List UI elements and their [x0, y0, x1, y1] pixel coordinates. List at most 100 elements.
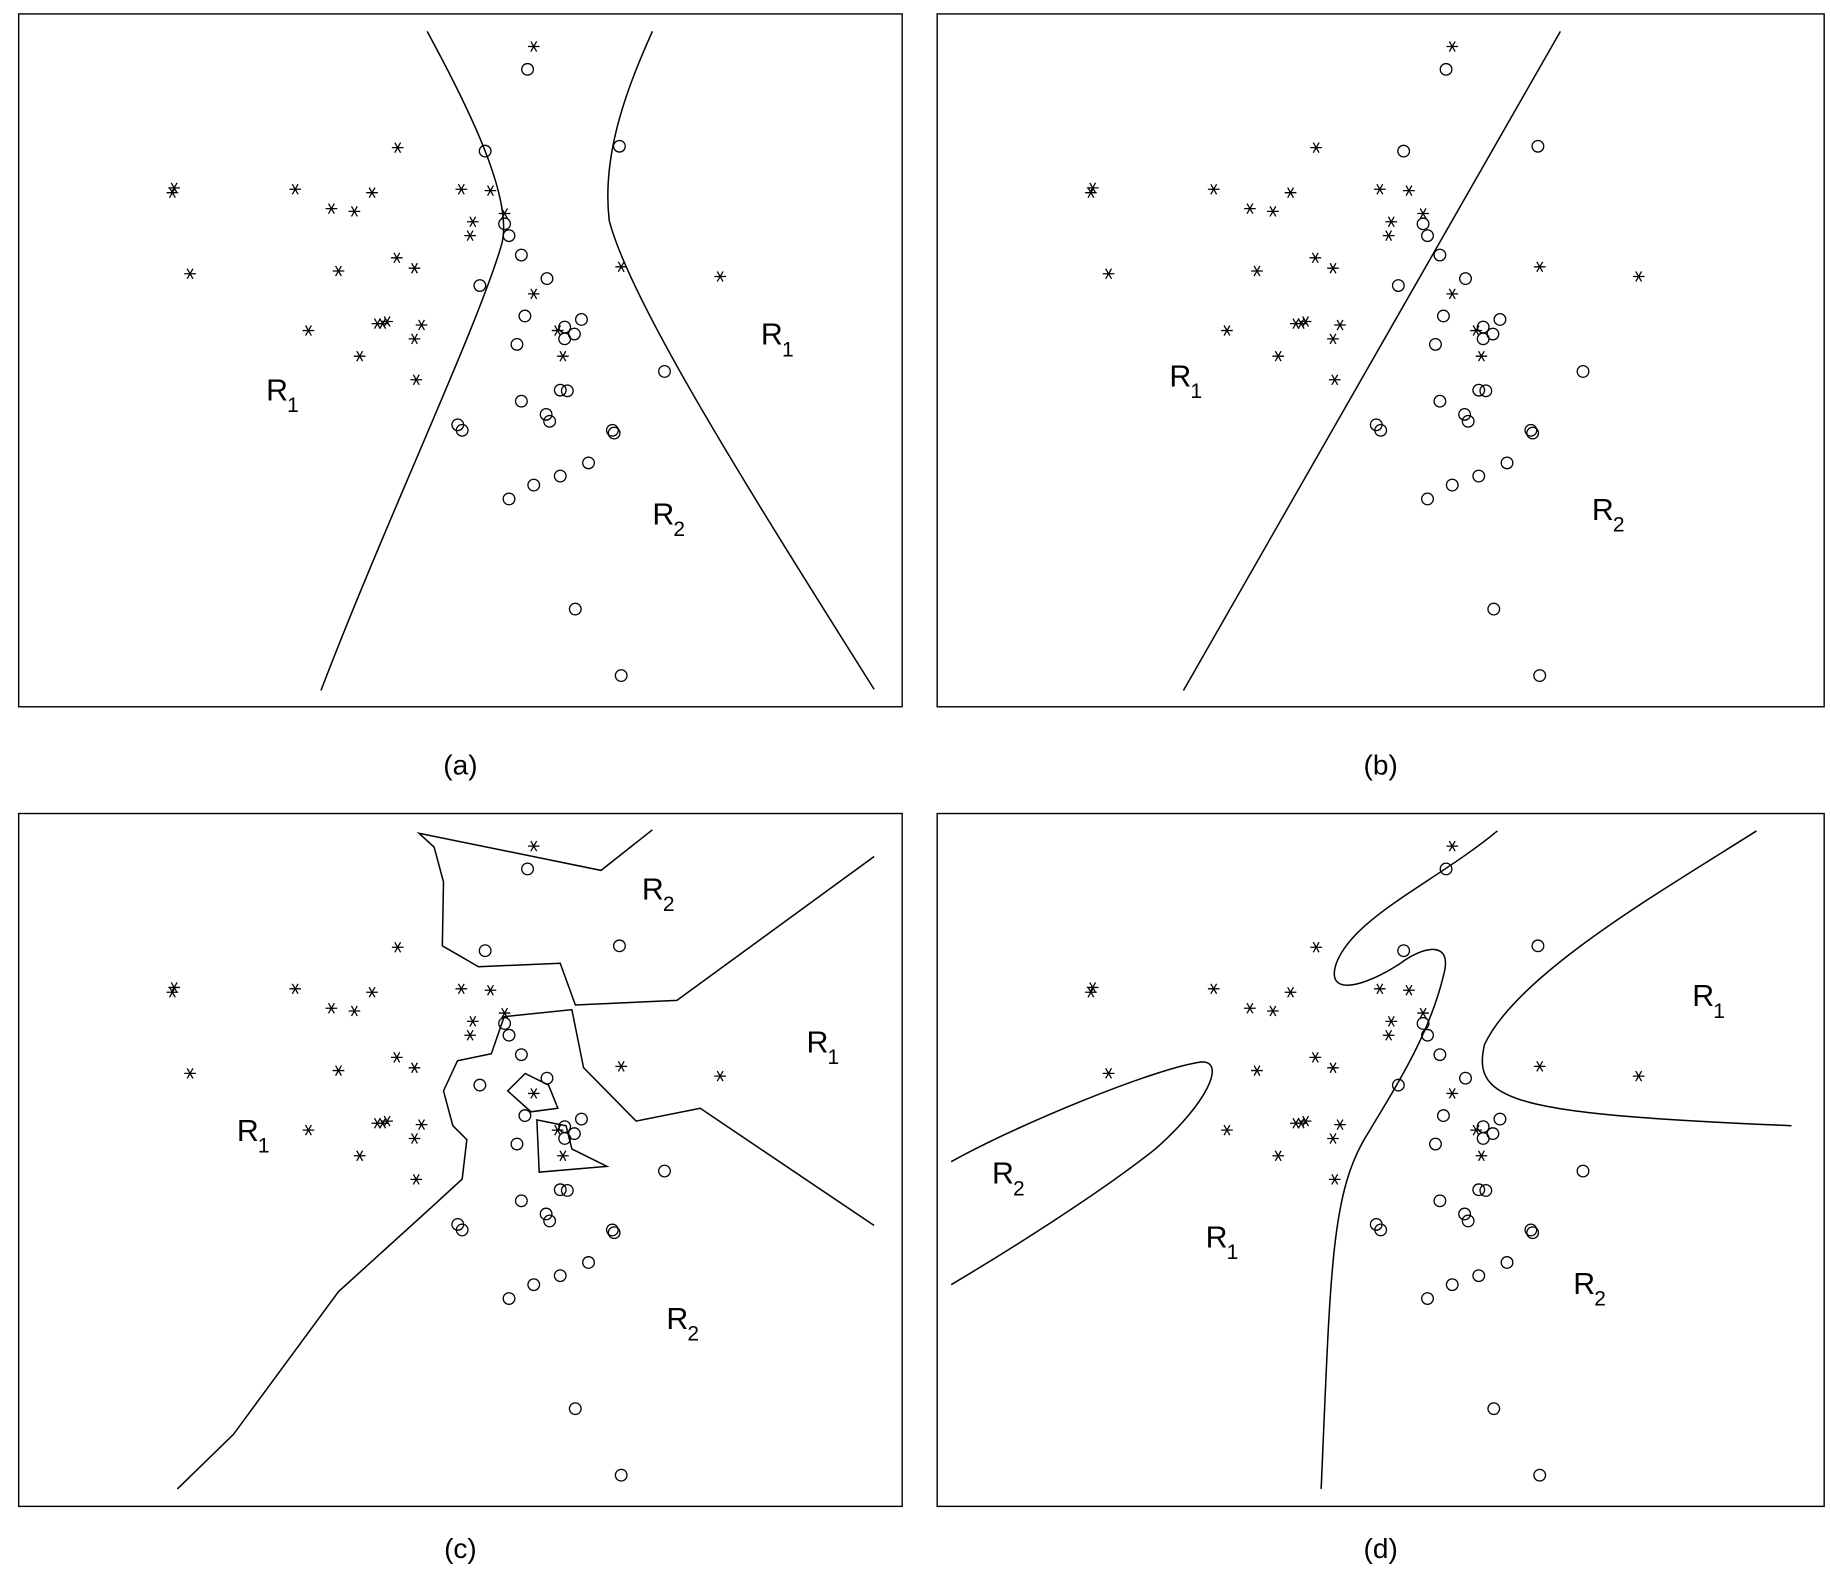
star-point — [325, 203, 338, 214]
star-point — [466, 1016, 479, 1027]
star-point — [348, 206, 361, 217]
circle-point — [553, 1183, 567, 1197]
star-point — [1470, 325, 1482, 336]
circle-point — [1458, 1207, 1472, 1221]
circle-point — [658, 1164, 671, 1178]
region-subscript: 2 — [1613, 514, 1625, 537]
circle-point — [1459, 1071, 1472, 1085]
star-point — [615, 1061, 628, 1072]
star-point — [1299, 1115, 1312, 1127]
circle-point — [658, 364, 671, 378]
star-point — [289, 183, 302, 195]
circle-point — [1472, 1269, 1486, 1283]
circle-point — [1397, 944, 1411, 958]
star-point — [1251, 265, 1263, 277]
star-point — [1327, 1133, 1339, 1144]
circle-point — [1428, 1137, 1442, 1151]
star-point — [1403, 185, 1415, 196]
star-point — [714, 271, 726, 282]
panel-label: (b) — [1364, 750, 1398, 781]
boundary — [607, 31, 875, 690]
star-point — [455, 183, 468, 195]
star-point — [527, 288, 540, 300]
circle-point — [1526, 1226, 1540, 1240]
panel-points — [1085, 840, 1645, 1482]
star-point — [1251, 1065, 1263, 1076]
circle-point — [558, 332, 572, 346]
circle-point — [1391, 1078, 1405, 1092]
star-point — [498, 208, 511, 219]
panel-label: (c) — [444, 1533, 477, 1564]
circle-point — [1436, 1109, 1450, 1123]
circle-point — [1500, 456, 1514, 470]
star-point — [1382, 230, 1395, 242]
circle-point — [553, 383, 567, 397]
panel-label: (d) — [1364, 1533, 1398, 1564]
circle-point — [527, 1278, 541, 1292]
star-point — [1102, 268, 1115, 280]
star-point — [332, 1065, 345, 1076]
circle-point — [1391, 279, 1405, 292]
star-point — [390, 1052, 403, 1063]
star-point — [464, 1029, 476, 1041]
star-point — [1309, 252, 1322, 264]
circle-point — [478, 944, 492, 958]
circle-point — [612, 139, 626, 153]
circle-point — [1576, 1164, 1590, 1178]
star-point — [557, 350, 569, 362]
circle-point — [521, 862, 535, 876]
star-point — [410, 374, 423, 386]
circle-point — [605, 423, 619, 437]
star-point — [332, 265, 345, 277]
circle-point — [543, 1214, 557, 1228]
region-subscript: 1 — [827, 1046, 839, 1069]
boundaries — [176, 30, 1792, 1490]
star-point — [1632, 271, 1645, 282]
circle-point — [1472, 1183, 1486, 1197]
star-point — [1244, 203, 1256, 214]
star-point — [1284, 187, 1297, 199]
region-subscript: 2 — [1594, 1288, 1606, 1311]
circle-point — [514, 1194, 528, 1208]
circle-point — [521, 62, 535, 76]
region-subscript: 2 — [687, 1322, 699, 1345]
circle-point — [574, 1112, 588, 1126]
star-point — [302, 1124, 315, 1136]
circle-point — [1445, 1278, 1459, 1292]
boundary — [416, 829, 875, 1006]
star-point — [348, 1005, 361, 1017]
star-point — [1446, 41, 1459, 52]
circle-point — [607, 426, 621, 440]
circle-point — [540, 1071, 554, 1085]
star-point — [1533, 1061, 1546, 1072]
boundary — [1182, 30, 1562, 691]
region-subscript: 1 — [1190, 380, 1202, 403]
region-label: R — [992, 1158, 1014, 1191]
circle-point — [582, 456, 596, 470]
circle-point — [543, 414, 557, 428]
circle-point — [502, 1028, 516, 1042]
circle-point — [473, 279, 487, 292]
star-point — [1446, 1088, 1459, 1099]
star-point — [527, 840, 540, 852]
circle-point — [1439, 62, 1453, 76]
star-point — [1085, 187, 1097, 199]
star-point — [184, 1067, 196, 1079]
circle-point — [1445, 478, 1459, 492]
star-point — [527, 41, 540, 52]
region-label: R — [1206, 1222, 1228, 1255]
circle-point — [1487, 1402, 1501, 1416]
region-subscript: 2 — [663, 893, 675, 916]
star-point — [391, 142, 404, 154]
star-point — [1385, 216, 1398, 228]
circle-point — [553, 1269, 567, 1283]
star-point — [1417, 1007, 1429, 1019]
star-point — [1207, 983, 1220, 995]
star-point — [466, 216, 479, 228]
circle-point — [568, 602, 582, 616]
boundary — [1481, 830, 1792, 1127]
star-point — [1272, 350, 1285, 362]
circle-point — [1374, 423, 1388, 437]
circle-point — [1479, 384, 1493, 398]
